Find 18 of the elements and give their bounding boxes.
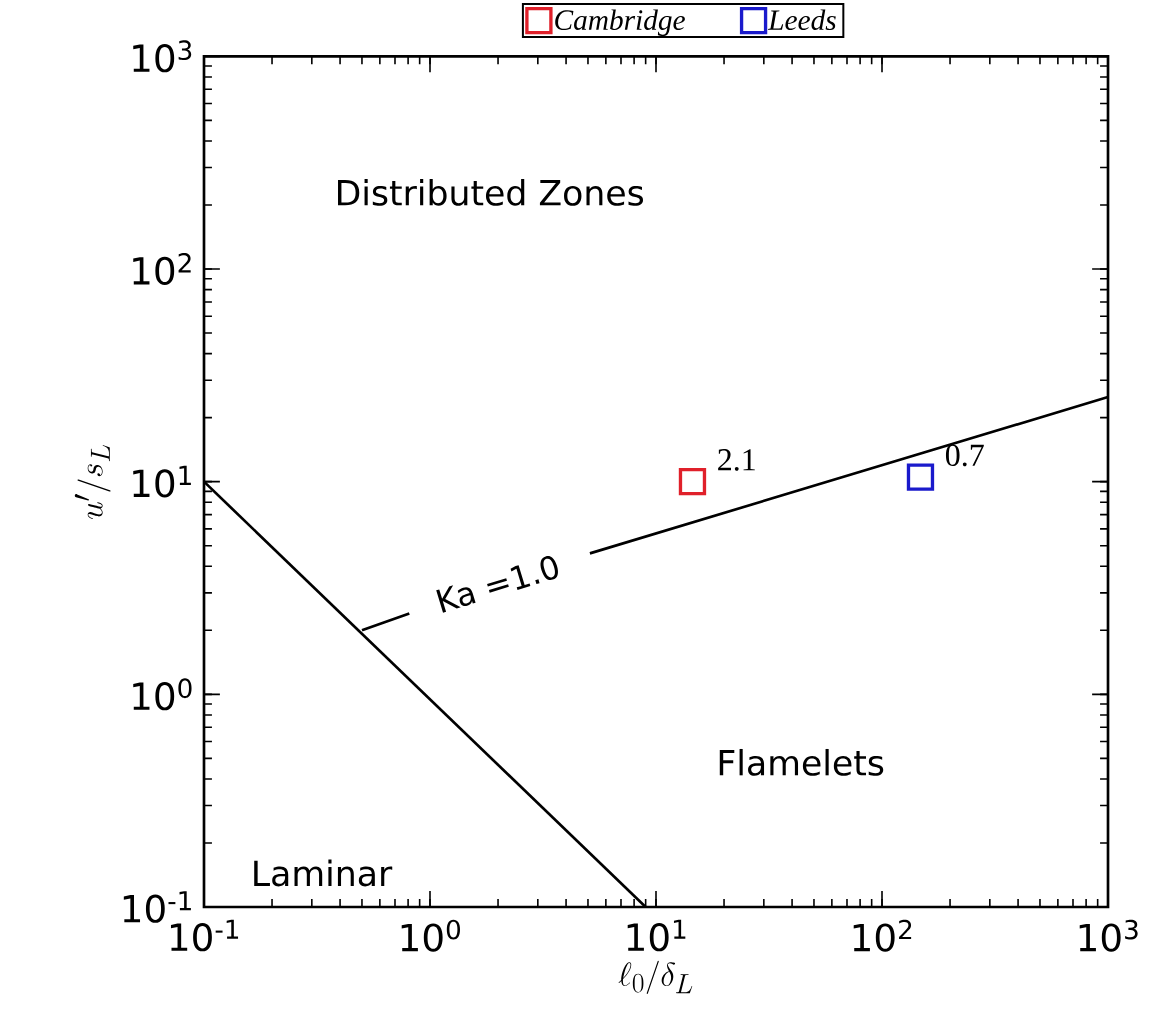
- annotation: 0.7: [945, 444, 984, 467]
- annotation: Flamelets: [719, 748, 884, 776]
- annotation: Laminar: [254, 859, 393, 887]
- legend-label: Cambridge: [555, 9, 685, 37]
- annotation: Distributed Zones: [338, 179, 644, 206]
- y-tick-label: 10$^{0}$: [133, 678, 192, 711]
- y-tick-label: 10$^{2}$: [133, 253, 191, 285]
- x-axis-title: $\ell_0/\delta_L$: [618, 960, 693, 994]
- annotation: 2.1: [718, 449, 755, 471]
- legend-label: Leeds: [767, 9, 836, 31]
- y-tick-label: 10$^{1}$: [133, 465, 191, 498]
- x-tick-label: 10$^{2}$: [853, 919, 912, 952]
- y-axis-title: $u'/s_L$: [74, 445, 111, 519]
- x-tick-label: 10$^{1}$: [627, 919, 686, 952]
- annotation: Ka =1.0: [436, 556, 558, 613]
- x-tick-label: 10$^{0}$: [401, 919, 460, 952]
- x-tick-label: 10$^{3}$: [1079, 919, 1138, 952]
- y-tick-label: 10$^{3}$: [133, 40, 192, 73]
